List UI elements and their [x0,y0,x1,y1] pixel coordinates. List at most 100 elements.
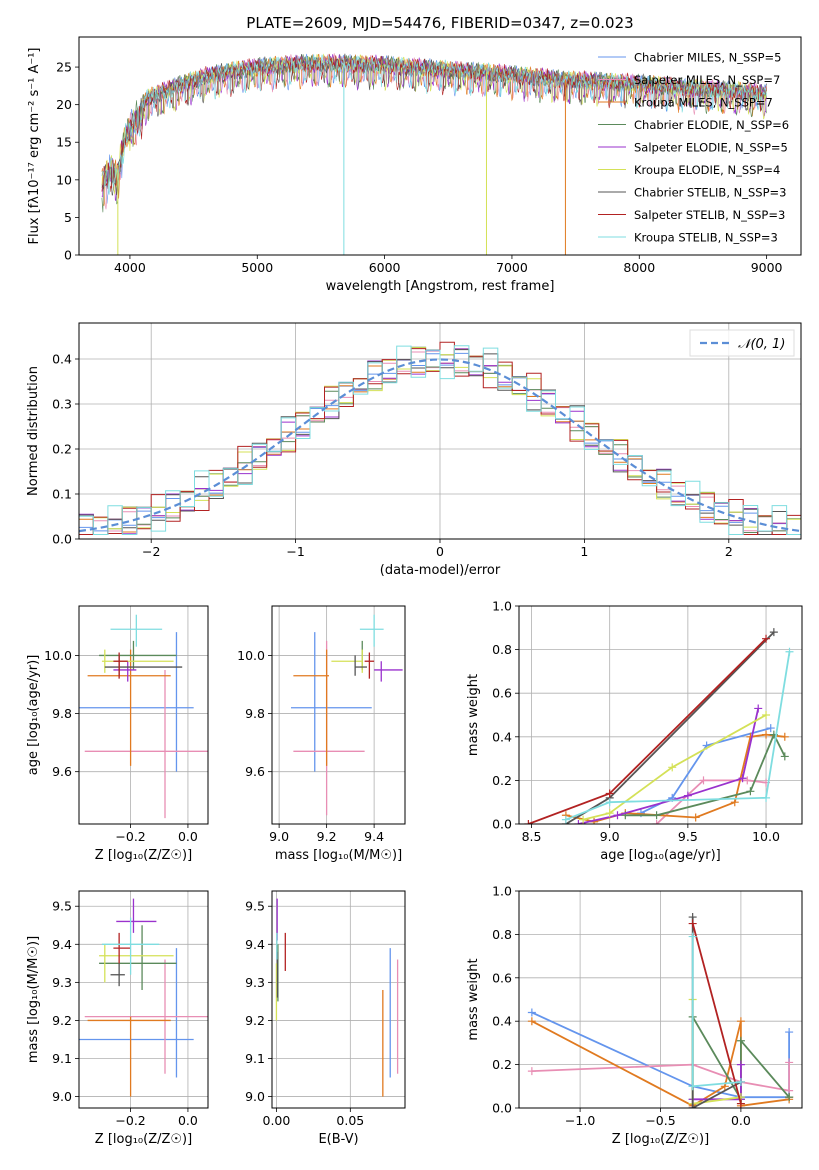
x-tick-label: 0.0 [731,1113,751,1128]
plot-area [79,898,208,1097]
plus-marker [605,798,614,807]
y-tick-label: 9.5 [52,899,72,914]
plus-marker [738,774,747,783]
y-tick-label: 0 [64,248,72,263]
error-bar-point [84,959,208,1074]
x-tick-label: 0.0 [178,1113,198,1128]
x-tick-label: −0.2 [115,829,145,844]
y-tick-label: 1.0 [492,884,512,899]
y-tick-label: 9.0 [52,1089,72,1104]
y-tick-label: 0.8 [492,642,512,657]
x-axis-label: Z [log₁₀(Z/Z☉)] [95,848,192,863]
legend-label: Kroupa MILES, N_SSP=7 [634,96,773,110]
y-tick-label: 10.0 [237,648,265,663]
axes-frame [271,890,406,1109]
spectrum-legend: Chabrier MILES, N_SSP=5 Salpeter MILES, N… [598,51,789,245]
x-axis-label: E(B-V) [318,1132,358,1147]
x-tick-label: 0 [436,544,444,559]
axes-frame [271,605,406,825]
y-tick-label: 0.4 [492,1014,512,1029]
histogram-steps [79,345,801,535]
y-tick-label: 15 [56,135,72,150]
y-tick-label: 9.6 [245,764,265,779]
spectrum-panel: Chabrier MILES, N_SSP=5 Salpeter MILES, N… [27,36,802,294]
error-bar-point [84,669,208,819]
legend-label: Kroupa ELODIE, N_SSP=4 [634,163,780,177]
error-bar-point [331,649,363,673]
error-bar-point [113,932,131,964]
plus-marker [605,809,614,818]
plus-marker [561,815,570,824]
y-tick-label: 9.8 [52,706,72,721]
plus-marker [780,732,789,741]
plus-marker [574,820,583,824]
plus-marker [736,1036,745,1045]
x-tick-label: 0.05 [336,1113,364,1128]
y-tick-label: 0.1 [52,487,72,502]
plus-marker [766,724,775,733]
x-tick-label: 2 [725,544,733,559]
plus-marker [736,1099,745,1108]
plus-marker [652,820,661,824]
plus-marker [785,647,794,656]
error-bar-point [87,649,171,766]
legend-label: Chabrier MILES, N_SSP=5 [634,51,781,65]
spectrum-line [101,53,767,195]
y-tick-label: 0.2 [52,442,72,457]
y-tick-label: 10.0 [44,648,72,663]
y-tick-label: 9.4 [245,937,265,952]
plus-marker [688,932,697,941]
x-tick-label: −1.0 [565,1113,595,1128]
axes-frame [78,890,209,1109]
y-tick-label: 0.6 [492,686,512,701]
x-tick-label: −1 [286,544,304,559]
legend-box [689,329,795,357]
y-tick-label: 9.1 [52,1051,72,1066]
plus-marker [785,1028,794,1037]
x-axis-label: Z [log₁₀(Z/Z☉)] [95,1132,192,1147]
plus-marker [668,763,677,772]
legend-label: Salpeter MILES, N_SSP=7 [634,73,780,87]
plus-marker [652,811,661,820]
residual-histogram-panel: 𝒩(0, 1) −2 −1 0 1 2 0.0 0.1 0.2 0.3 0.4 (data-model… [26,322,802,578]
plot-area [79,614,208,819]
plus-marker [524,820,533,824]
plus-marker [683,791,692,800]
y-axis-label: age [log₁₀(age/yr)] [26,655,41,776]
y-tick-label: 9.3 [245,975,265,990]
mass-vs-metallicity-panel: −0.2 0.0 9.0 9.1 9.2 9.3 9.4 9.5 Z [log₁₀(Z/Z☉)]… [26,890,209,1147]
plus-marker [688,1104,697,1108]
x-tick-label: −0.5 [645,1113,675,1128]
error-bar-point [359,614,384,647]
x-tick-label: 8.5 [522,829,542,844]
y-tick-label: 0.8 [492,927,512,942]
x-tick-label: 0.00 [263,1113,291,1128]
y-tick-label: 0.0 [52,532,72,547]
mass-weight-vs-metallicity-panel: −1.0 −0.5 0.0 0.0 0.2 0.4 0.6 0.8 1.0 Z [log₁₀(Z/… [466,884,803,1147]
y-tick-label: 25 [56,60,72,75]
y-tick-label: 0.4 [52,352,72,367]
y-tick-label: 9.8 [245,706,265,721]
x-tick-label: 7000 [496,260,528,275]
y-tick-label: 9.6 [52,764,72,779]
y-axis-label: Normed distribution [26,366,41,496]
figure-title: PLATE=2609, MJD=54476, FIBERID=0347, z=0… [246,14,633,32]
spectrum-line [101,53,767,195]
y-tick-label: 1.0 [492,599,512,614]
y-tick-label: 0.0 [492,1101,512,1116]
age-vs-metallicity-panel: −0.2 0.0 9.6 9.8 10.0 Z [log₁₀(Z/Z☉)] age [log… [26,605,209,863]
x-tick-label: 9.0 [269,829,289,844]
x-tick-label: 9.5 [678,829,698,844]
axes-frame [518,605,803,825]
error-bar-point [99,925,177,990]
error-bar-point [364,652,375,679]
plus-marker [746,787,755,796]
plot-area [101,53,767,255]
y-tick-label: 0.6 [492,970,512,985]
x-axis-label: (data-model)/error [380,563,501,578]
legend-label: Salpeter ELODIE, N_SSP=5 [634,141,788,155]
error-bar-point [113,652,128,679]
mass-weight-vs-age-panel: 8.5 9.0 9.5 10.0 0.0 0.2 0.4 0.6 0.8 1.0 age [log₁… [466,599,803,863]
y-tick-label: 9.0 [245,1089,265,1104]
